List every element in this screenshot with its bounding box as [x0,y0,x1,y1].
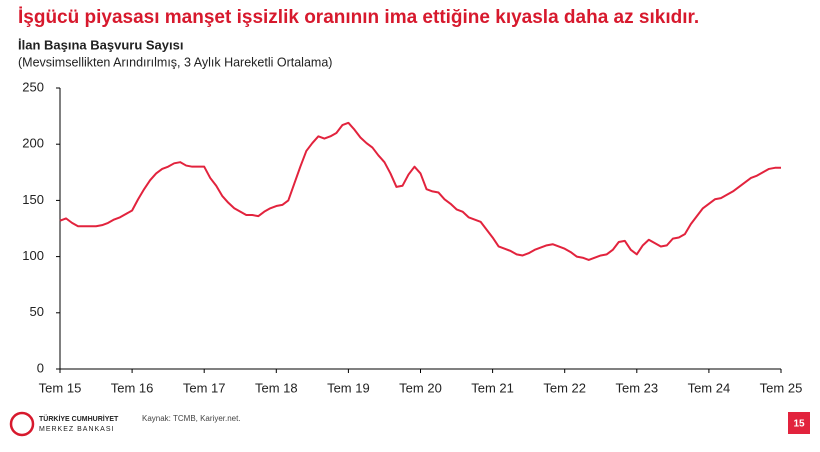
logo [9,411,35,437]
data-line [59,121,781,261]
x-tick-label: Tem 22 [543,380,586,395]
chart-subtitle: (Mevsimsellikten Arındırılmış, 3 Aylık H… [18,55,332,69]
x-tick-label: Tem 16 [111,380,154,395]
bank-name: TÜRKİYE CUMHURİYET [39,414,119,423]
x-tick-label: Tem 19 [327,380,370,395]
x-tick-label: Tem 15 [39,380,82,395]
x-tick-label: Tem 25 [760,380,803,395]
y-tick-label: 100 [22,248,44,263]
x-tick-label: Tem 20 [399,380,442,395]
x-tick-label: Tem 24 [688,380,731,395]
y-tick-label: 150 [22,192,44,207]
y-tick-label: 50 [30,304,44,319]
y-tick-label: 200 [22,136,44,151]
x-tick-label: Tem 21 [471,380,514,395]
y-tick-label: 0 [37,360,44,375]
bank-name: MERKEZ BANKASI [39,426,114,433]
source-note: Kaynak: TCMB, Kariyer.net. [142,414,241,423]
page-number: 15 [793,419,805,430]
x-tick-label: Tem 23 [615,380,658,395]
slide-title: İşgücü piyasası manşet işsizlik oranının… [18,7,699,28]
chart: 0 50 100 150 200 250 Tem 15 Tem 16 Tem 17 Tem 18 T… [22,79,802,395]
x-tick-label: Tem 17 [183,380,226,395]
chart-title: İlan Başına Başvuru Sayısı [18,37,183,52]
page-number-box [788,412,810,434]
x-tick-label: Tem 18 [255,380,298,395]
y-tick-label: 250 [22,79,44,94]
